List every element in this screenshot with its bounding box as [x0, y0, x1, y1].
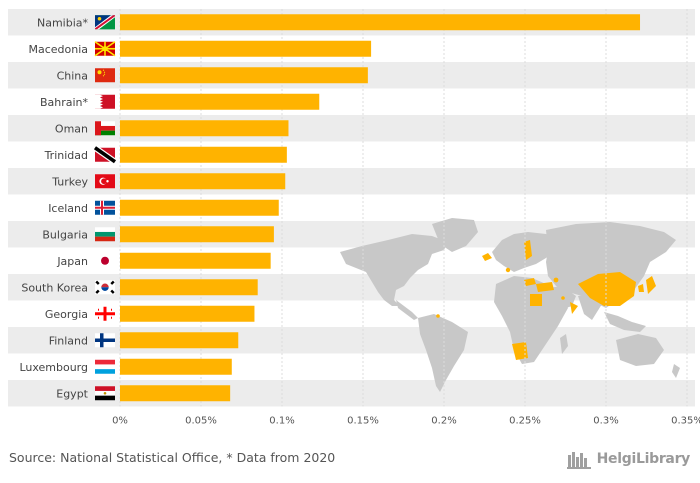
bar [120, 279, 258, 296]
bar [120, 120, 289, 137]
brand-name: HelgiLibrary [596, 451, 691, 467]
china-flag-icon [95, 68, 115, 83]
south-korea-flag-icon [95, 280, 115, 295]
category-label: Trinidad [44, 149, 88, 162]
oman-flag-icon [95, 121, 115, 136]
bulgaria-flag-icon [95, 227, 115, 242]
bar [120, 385, 231, 402]
bar [120, 358, 232, 375]
bar [120, 252, 271, 269]
category-label: Finland [49, 334, 88, 347]
category-label: Luxembourg [19, 361, 88, 374]
category-labels: Namibia* Macedonia China Bahrain* Oman Trinid… [19, 16, 88, 400]
trinidad-flag-icon [93, 145, 117, 165]
x-tick-label: 0.3% [593, 416, 618, 427]
bars [120, 14, 641, 402]
category-label: Iceland [48, 202, 88, 215]
category-label: Georgia [45, 308, 88, 321]
iceland-flag-icon [95, 200, 115, 215]
flags [93, 15, 117, 401]
bar [120, 14, 641, 31]
bar [120, 199, 279, 216]
bar [120, 173, 286, 190]
category-label: Oman [55, 122, 88, 135]
turkey-flag-icon [95, 174, 115, 189]
x-tick-label: 0.1% [269, 416, 294, 427]
category-label: Egypt [56, 387, 88, 400]
finland-flag-icon [95, 333, 115, 348]
x-tick-label: 0.2% [431, 416, 456, 427]
macedonia-flag-icon [94, 41, 116, 57]
bar [120, 305, 255, 322]
category-label: Turkey [51, 175, 88, 188]
category-label: China [57, 69, 88, 82]
bar [120, 40, 372, 57]
bar [120, 93, 320, 110]
x-tick-label: 0% [112, 416, 128, 427]
bar [120, 332, 239, 349]
category-label: Japan [56, 255, 88, 268]
bahrain-flag-icon [95, 94, 115, 109]
egypt-flag-icon [95, 386, 115, 401]
georgia-flag-icon [95, 306, 115, 321]
category-label: Bulgaria [42, 228, 88, 241]
x-tick-label: 0.25% [509, 416, 541, 427]
japan-flag-icon [95, 253, 115, 268]
namibia-flag-icon [95, 15, 115, 30]
bar-chart: Namibia* Macedonia China Bahrain* Oman Trinid… [8, 9, 700, 427]
category-label: Bahrain* [40, 96, 89, 109]
bar [120, 226, 274, 243]
x-tick-label: 0.05% [185, 416, 217, 427]
bar [120, 67, 368, 84]
source-note: Source: National Statistical Office, * D… [9, 450, 336, 465]
x-axis-ticks: 0% 0.05% 0.1% 0.15% 0.2% 0.25% 0.3% 0.35% [112, 416, 700, 427]
library-logo-icon [566, 452, 591, 469]
x-tick-label: 0.35% [671, 416, 700, 427]
category-label: South Korea [21, 281, 88, 294]
category-label: Namibia* [37, 16, 89, 29]
luxembourg-flag-icon [95, 359, 115, 374]
world-map-illustration [340, 218, 680, 392]
category-label: Macedonia [28, 43, 88, 56]
x-tick-label: 0.15% [347, 416, 379, 427]
brand-logo[interactable]: HelgiLibrary [566, 447, 691, 471]
bar [120, 146, 287, 163]
